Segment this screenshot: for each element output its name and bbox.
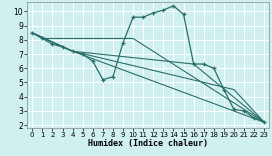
X-axis label: Humidex (Indice chaleur): Humidex (Indice chaleur) — [88, 139, 208, 149]
